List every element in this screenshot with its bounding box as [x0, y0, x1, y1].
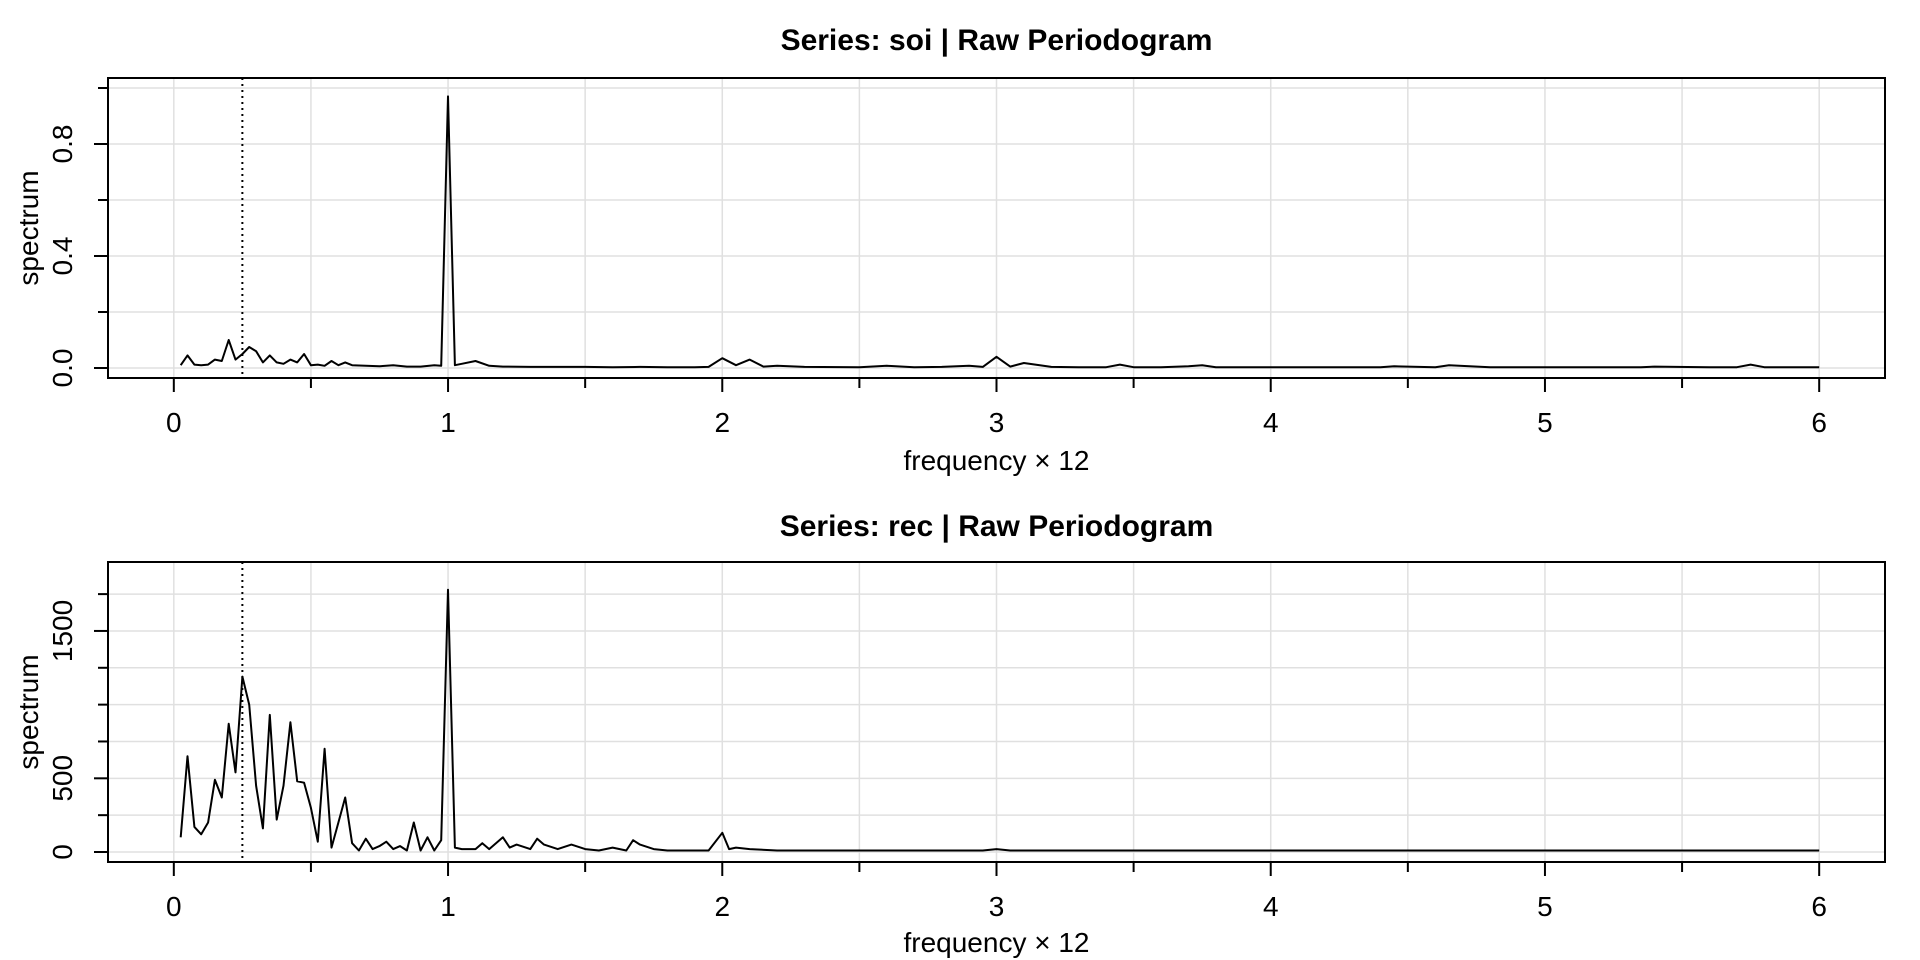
y-axis-label: spectrum [13, 170, 44, 285]
y-tick-label: 500 [47, 755, 78, 802]
series-line-1 [179, 588, 1820, 852]
x-tick-label: 6 [1811, 407, 1827, 438]
y-tick-label: 0 [47, 844, 78, 860]
x-tick-label: 4 [1263, 891, 1279, 922]
x-tick-label: 0 [166, 891, 182, 922]
y-tick-label: 0.0 [47, 349, 78, 388]
x-tick-label: 4 [1263, 407, 1279, 438]
x-tick-label: 0 [166, 407, 182, 438]
x-tick-label: 5 [1537, 407, 1553, 438]
grid [108, 562, 1885, 862]
x-tick-label: 5 [1537, 891, 1553, 922]
x-axis-label: frequency × 12 [903, 927, 1089, 958]
y-tick-label: 0.4 [47, 237, 78, 276]
x-tick-label: 2 [714, 891, 730, 922]
y-axis-label: spectrum [13, 654, 44, 769]
chart-title: Series: rec | Raw Periodogram [780, 510, 1214, 543]
x-tick-label: 3 [989, 891, 1005, 922]
series-line-1 [179, 95, 1820, 369]
y-tick-label: 0.8 [47, 125, 78, 164]
x-tick-label: 1 [440, 891, 456, 922]
x-tick-label: 3 [989, 407, 1005, 438]
x-tick-label: 6 [1811, 891, 1827, 922]
x-axis-label: frequency × 12 [903, 445, 1089, 476]
x-tick-label: 2 [714, 407, 730, 438]
chart-panel-2: 0 1 2 3 4 5 6 0 500 1500 Series: rec | Raw Periodo… [13, 510, 1886, 958]
x-tick-label: 1 [440, 407, 456, 438]
chart-title: Series: soi | Raw Periodogram [781, 24, 1213, 57]
y-tick-label: 1500 [47, 600, 78, 662]
grid [108, 78, 1885, 378]
chart-panel-1: 0 1 2 3 4 5 6 0.0 0.4 0.8 Series: soi | Raw Period… [13, 24, 1886, 476]
